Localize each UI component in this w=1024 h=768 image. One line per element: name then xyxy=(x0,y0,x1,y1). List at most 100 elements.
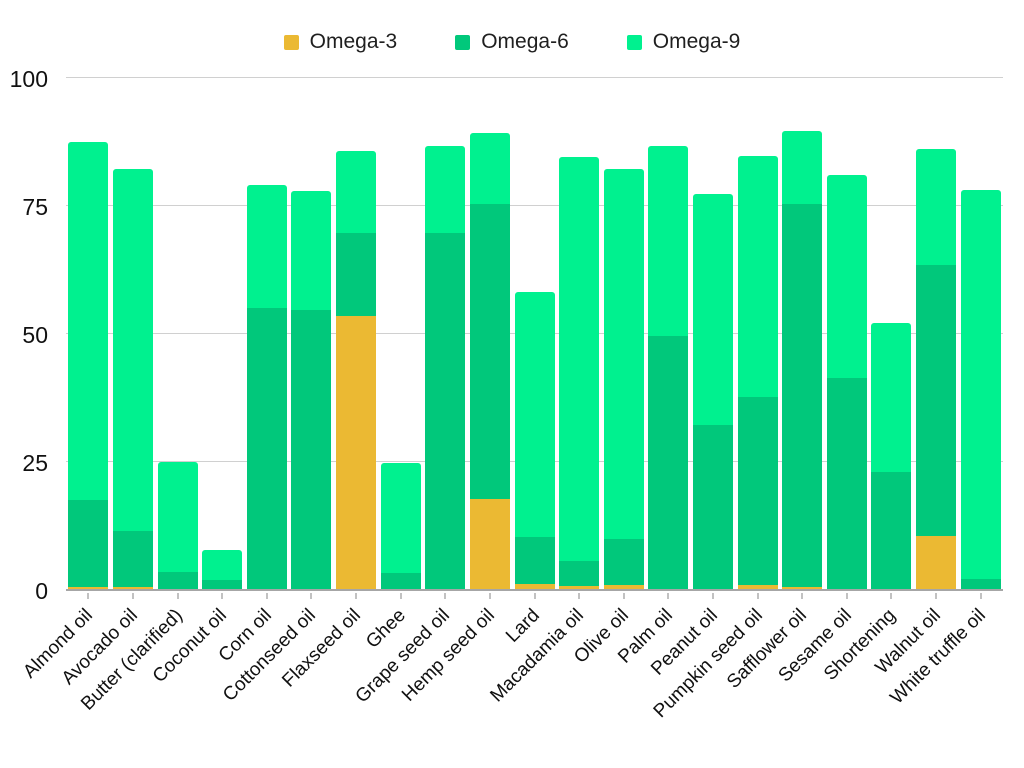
bar-segment-avocado-oil-omega-3[interactable] xyxy=(112,586,153,589)
bar-pumpkin-seed-oil[interactable] xyxy=(737,156,778,589)
bar-segment-safflower-oil-omega-3[interactable] xyxy=(782,586,823,589)
bar-segment-almond-oil-omega-6[interactable] xyxy=(68,499,109,587)
bar-segment-avocado-oil-omega-6[interactable] xyxy=(112,530,153,587)
bar-walnut-oil[interactable] xyxy=(916,148,957,589)
bar-segment-grape-seed-oil-omega-6[interactable] xyxy=(425,233,466,589)
bar-segment-white-truffle-oil-omega-9[interactable] xyxy=(960,189,1001,579)
chart-legend: Omega-3 Omega-6 Omega-9 xyxy=(0,30,1024,54)
bar-segment-almond-oil-omega-3[interactable] xyxy=(68,586,109,589)
bar-corn-oil[interactable] xyxy=(246,184,287,589)
bar-segment-macadamia-oil-omega-6[interactable] xyxy=(559,561,600,587)
plot-area xyxy=(66,77,1003,591)
bar-shortening[interactable] xyxy=(871,322,912,589)
bar-segment-corn-oil-omega-9[interactable] xyxy=(246,184,287,309)
bar-sesame-oil[interactable] xyxy=(826,175,867,589)
bar-peanut-oil[interactable] xyxy=(692,193,733,589)
x-axis-tick xyxy=(890,593,893,599)
x-axis-tick xyxy=(711,593,714,599)
bar-segment-pumpkin-seed-oil-omega-6[interactable] xyxy=(737,397,778,585)
bar-ghee[interactable] xyxy=(380,463,421,589)
bar-segment-olive-oil-omega-3[interactable] xyxy=(603,584,644,589)
bar-segment-olive-oil-omega-9[interactable] xyxy=(603,169,644,539)
bar-segment-peanut-oil-omega-9[interactable] xyxy=(692,193,733,426)
bar-segment-grape-seed-oil-omega-9[interactable] xyxy=(425,146,466,234)
x-axis-tick xyxy=(399,593,402,599)
bar-hemp-seed-oil[interactable] xyxy=(469,133,510,589)
bar-flaxseed-oil[interactable] xyxy=(336,151,377,589)
bar-segment-hemp-seed-oil-omega-9[interactable] xyxy=(469,133,510,204)
bar-segment-hemp-seed-oil-omega-3[interactable] xyxy=(469,498,510,589)
bar-segment-lard-omega-9[interactable] xyxy=(514,291,555,537)
x-axis-tick xyxy=(979,593,982,599)
bar-coconut-oil[interactable] xyxy=(202,550,243,589)
bar-segment-ghee-omega-9[interactable] xyxy=(380,463,421,573)
bar-segment-olive-oil-omega-6[interactable] xyxy=(603,538,644,585)
bar-segment-lard-omega-3[interactable] xyxy=(514,583,555,589)
bar-segment-coconut-oil-omega-6[interactable] xyxy=(202,579,243,589)
x-axis-tick xyxy=(622,593,625,599)
bar-segment-white-truffle-oil-omega-6[interactable] xyxy=(960,578,1001,589)
bar-segment-safflower-oil-omega-9[interactable] xyxy=(782,131,823,204)
bar-segment-walnut-oil-omega-9[interactable] xyxy=(916,148,957,265)
bar-segment-safflower-oil-omega-6[interactable] xyxy=(782,203,823,587)
x-axis-tick xyxy=(578,593,581,599)
legend-item-omega-6[interactable]: Omega-6 xyxy=(455,30,569,54)
x-axis-tick xyxy=(801,593,804,599)
bar-macadamia-oil[interactable] xyxy=(559,157,600,589)
bar-olive-oil[interactable] xyxy=(603,169,644,589)
x-axis-tick xyxy=(667,593,670,599)
bar-segment-walnut-oil-omega-3[interactable] xyxy=(916,535,957,589)
bar-safflower-oil[interactable] xyxy=(782,131,823,589)
bar-segment-almond-oil-omega-9[interactable] xyxy=(68,141,109,500)
bar-almond-oil[interactable] xyxy=(68,141,109,589)
bar-segment-palm-oil-omega-9[interactable] xyxy=(648,146,689,336)
bar-white-truffle-oil[interactable] xyxy=(960,189,1001,589)
bar-segment-cottonseed-oil-omega-9[interactable] xyxy=(291,190,332,310)
bar-segment-peanut-oil-omega-6[interactable] xyxy=(692,425,733,589)
bar-segment-cottonseed-oil-omega-6[interactable] xyxy=(291,309,332,589)
bar-segment-macadamia-oil-omega-9[interactable] xyxy=(559,157,600,562)
x-axis-tick xyxy=(935,593,938,599)
bar-segment-ghee-omega-6[interactable] xyxy=(380,572,421,589)
x-axis-tick xyxy=(221,593,224,599)
bar-segment-sesame-oil-omega-6[interactable] xyxy=(826,378,867,589)
bar-segment-coconut-oil-omega-9[interactable] xyxy=(202,550,243,580)
bar-segment-palm-oil-omega-6[interactable] xyxy=(648,335,689,589)
x-axis-tick xyxy=(176,593,179,599)
bar-segment-pumpkin-seed-oil-omega-9[interactable] xyxy=(737,156,778,398)
bar-segment-walnut-oil-omega-6[interactable] xyxy=(916,264,957,536)
bar-segment-butter-clarified-omega-6[interactable] xyxy=(157,571,198,589)
bar-segment-shortening-omega-6[interactable] xyxy=(871,472,912,589)
bar-segment-macadamia-oil-omega-3[interactable] xyxy=(559,586,600,589)
bar-avocado-oil[interactable] xyxy=(112,169,153,589)
bar-palm-oil[interactable] xyxy=(648,146,689,589)
bar-segment-pumpkin-seed-oil-omega-3[interactable] xyxy=(737,584,778,589)
omega-6-swatch-icon xyxy=(455,34,471,50)
legend-label-omega-9: Omega-9 xyxy=(652,30,741,53)
x-axis-tick xyxy=(355,593,358,599)
bar-segment-shortening-omega-9[interactable] xyxy=(871,322,912,473)
bar-segment-flaxseed-oil-omega-6[interactable] xyxy=(336,233,377,317)
bar-segment-lard-omega-6[interactable] xyxy=(514,536,555,584)
x-axis-tick xyxy=(533,593,536,599)
bar-segment-flaxseed-oil-omega-3[interactable] xyxy=(336,316,377,589)
bar-segment-butter-clarified-omega-9[interactable] xyxy=(157,462,198,572)
y-axis-label-75: 75 xyxy=(22,194,48,220)
bar-grape-seed-oil[interactable] xyxy=(425,146,466,589)
legend-label-omega-6: Omega-6 xyxy=(481,30,569,53)
bar-segment-corn-oil-omega-6[interactable] xyxy=(246,308,287,589)
bar-lard[interactable] xyxy=(514,291,555,589)
bar-cottonseed-oil[interactable] xyxy=(291,190,332,589)
bar-segment-avocado-oil-omega-9[interactable] xyxy=(112,169,153,531)
bar-segment-hemp-seed-oil-omega-6[interactable] xyxy=(469,203,510,499)
bar-butter-clarified[interactable] xyxy=(157,462,198,589)
bar-segment-sesame-oil-omega-9[interactable] xyxy=(826,175,867,379)
gridline-100 xyxy=(66,77,1003,78)
legend-item-omega-3[interactable]: Omega-3 xyxy=(283,30,397,54)
legend-item-omega-9[interactable]: Omega-9 xyxy=(626,30,741,54)
x-axis-tick xyxy=(87,593,90,599)
omega-9-swatch-icon xyxy=(626,34,642,50)
bar-segment-flaxseed-oil-omega-9[interactable] xyxy=(336,151,377,234)
x-axis-tick xyxy=(444,593,447,599)
